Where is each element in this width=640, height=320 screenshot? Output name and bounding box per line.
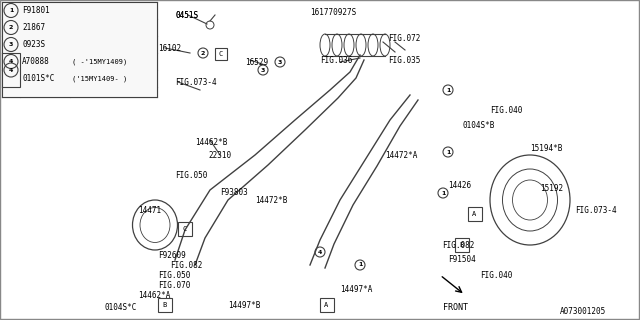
Text: FIG.040: FIG.040 xyxy=(480,270,513,279)
Bar xyxy=(215,48,227,60)
Text: FIG.073-4: FIG.073-4 xyxy=(175,77,216,86)
Text: 3: 3 xyxy=(9,42,13,47)
Text: A70888: A70888 xyxy=(22,57,50,66)
Text: B: B xyxy=(162,302,166,308)
Text: 0104S*C: 0104S*C xyxy=(104,303,136,313)
Text: ( -'15MY1409): ( -'15MY1409) xyxy=(72,58,127,65)
Text: 1: 1 xyxy=(441,190,445,196)
Text: 1: 1 xyxy=(9,8,13,13)
Text: 1: 1 xyxy=(358,262,362,268)
Text: FIG.070: FIG.070 xyxy=(158,281,190,290)
Text: B: B xyxy=(459,242,463,248)
Bar xyxy=(455,238,469,252)
Text: 14497*A: 14497*A xyxy=(340,285,372,294)
Bar xyxy=(178,222,192,236)
Text: 4: 4 xyxy=(9,68,13,73)
Text: A: A xyxy=(472,211,476,217)
Text: 14472*B: 14472*B xyxy=(255,196,287,204)
Bar xyxy=(158,298,172,312)
Text: A073001205: A073001205 xyxy=(560,308,606,316)
Text: FIG.040: FIG.040 xyxy=(490,106,522,115)
Text: FIG.082: FIG.082 xyxy=(170,260,202,269)
Text: 16102: 16102 xyxy=(158,44,181,52)
Text: 14462*B: 14462*B xyxy=(195,138,227,147)
Text: 0451S: 0451S xyxy=(175,11,198,20)
Text: 15192: 15192 xyxy=(540,183,563,193)
Bar xyxy=(320,298,334,312)
Text: 3: 3 xyxy=(278,60,282,65)
Text: 1: 1 xyxy=(446,87,450,92)
Text: 0451S: 0451S xyxy=(175,11,198,20)
Text: F93803: F93803 xyxy=(220,188,248,196)
Bar xyxy=(2,2,157,97)
Text: FIG.072: FIG.072 xyxy=(388,34,420,43)
Text: FIG.035: FIG.035 xyxy=(388,55,420,65)
Bar xyxy=(468,207,482,221)
Text: 0101S*C: 0101S*C xyxy=(22,74,54,83)
Text: 2: 2 xyxy=(201,51,205,55)
Text: 15194*B: 15194*B xyxy=(530,143,563,153)
Text: 4: 4 xyxy=(9,59,13,64)
Text: 14497*B: 14497*B xyxy=(228,300,260,309)
Text: 22310: 22310 xyxy=(208,150,231,159)
Text: 0923S: 0923S xyxy=(22,40,45,49)
Text: FIG.036: FIG.036 xyxy=(320,55,353,65)
Text: FRONT: FRONT xyxy=(442,303,467,313)
Text: 0104S*B: 0104S*B xyxy=(462,121,494,130)
Text: 2: 2 xyxy=(9,25,13,30)
Text: FIG.073-4: FIG.073-4 xyxy=(575,205,616,214)
Text: ('15MY1409- ): ('15MY1409- ) xyxy=(72,75,127,82)
Text: 14471: 14471 xyxy=(138,205,161,214)
Text: C: C xyxy=(182,226,186,232)
Text: 3: 3 xyxy=(261,68,265,73)
Text: FIG.082: FIG.082 xyxy=(442,241,474,250)
Text: F91801: F91801 xyxy=(22,6,50,15)
Text: 21867: 21867 xyxy=(22,23,45,32)
Text: A: A xyxy=(324,302,328,308)
Text: C: C xyxy=(218,51,222,57)
Text: 14462*A: 14462*A xyxy=(138,292,170,300)
Text: 161770927S: 161770927S xyxy=(310,7,356,17)
Text: FIG.050: FIG.050 xyxy=(158,270,190,279)
Text: 16529: 16529 xyxy=(245,58,268,67)
Text: 14426: 14426 xyxy=(448,180,471,189)
Text: 4: 4 xyxy=(318,250,322,254)
Text: F92609: F92609 xyxy=(158,251,186,260)
Text: F91504: F91504 xyxy=(448,255,476,265)
Text: FIG.050: FIG.050 xyxy=(175,171,207,180)
Text: 14472*A: 14472*A xyxy=(385,150,417,159)
Bar xyxy=(2,53,20,87)
Text: 1: 1 xyxy=(446,149,450,155)
